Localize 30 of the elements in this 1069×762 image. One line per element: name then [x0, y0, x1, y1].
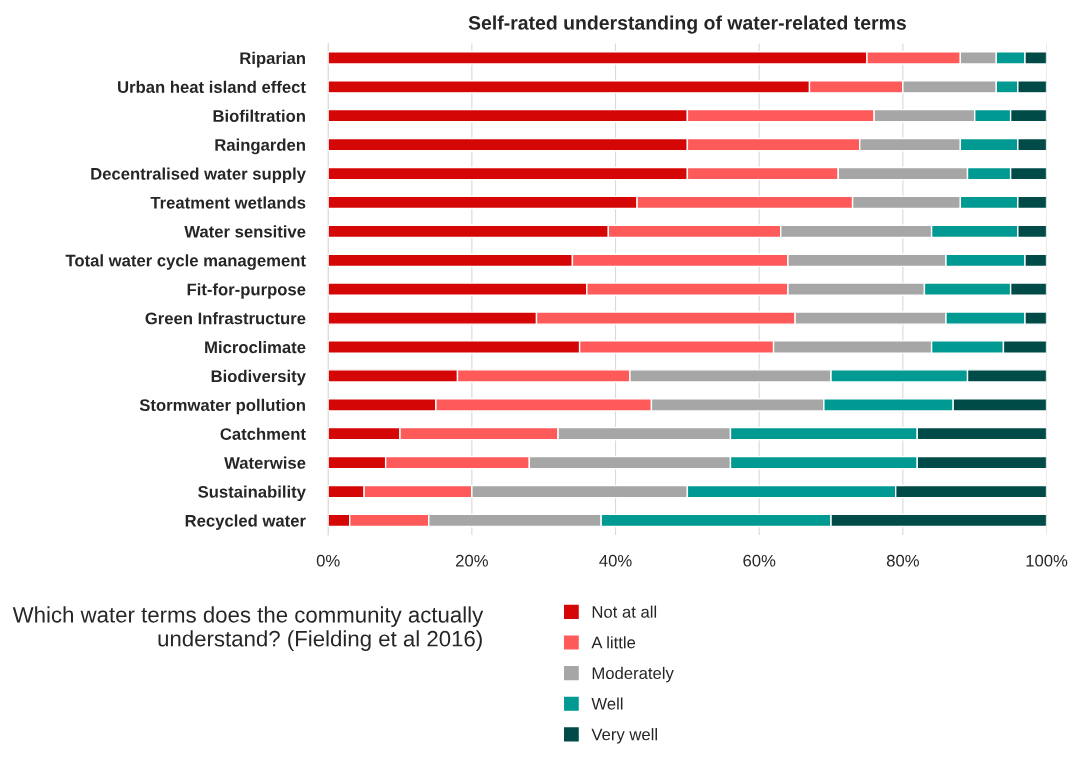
chart-title: Self-rated understanding of water-related terms [468, 15, 906, 34]
x-tick-label: 0% [316, 554, 340, 567]
y-tick-label: Recycled water [185, 514, 306, 530]
y-tick-label: Stormwater pollution [139, 398, 305, 415]
y-tick-label: Treatment wetlands [150, 196, 306, 209]
x-tick-label: 20% [456, 554, 488, 567]
y-tick-label: Decentralised water supply [91, 167, 306, 184]
y-tick-label: Sustainability [198, 485, 306, 502]
legend-label: Not at all [592, 605, 657, 618]
y-tick-label: Biodiversity [211, 369, 306, 386]
x-tick-label: 40% [599, 554, 632, 567]
x-tick-label: 100% [1026, 554, 1068, 567]
y-tick-label: Green Infrastructure [145, 312, 306, 325]
legend-label: Very well [591, 728, 657, 744]
legend-label: A little [591, 636, 636, 649]
y-tick-label: Raingarden [215, 138, 305, 155]
x-tick-label: 80% [886, 554, 919, 567]
y-tick-label: Fit-for-purpose [187, 283, 306, 299]
y-tick-label: Riparian [240, 51, 305, 68]
text: Which water terms does the community actually understand? (Fielding et al 2016) [12, 606, 484, 651]
x-tick-label: 60% [743, 554, 776, 567]
y-tick-label: Waterwise [224, 456, 306, 469]
y-tick-label: Biofiltration [213, 109, 305, 122]
y-tick-label: Total water cycle management [65, 254, 306, 270]
y-tick-label: Urban heat island effect [118, 80, 306, 93]
y-tick-label: Catchment [220, 427, 306, 440]
y-tick-label: Microclimate [205, 340, 306, 354]
y-tick-label: Water sensitive [184, 225, 306, 238]
legend-label: Moderately [592, 666, 674, 683]
legend-label: Well [591, 697, 623, 710]
